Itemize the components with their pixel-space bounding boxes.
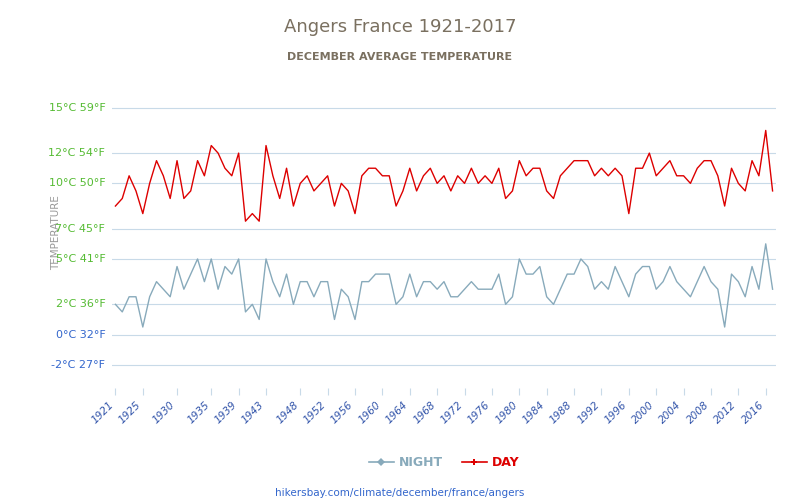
Text: DECEMBER AVERAGE TEMPERATURE: DECEMBER AVERAGE TEMPERATURE: [287, 52, 513, 62]
Text: 5°C 41°F: 5°C 41°F: [56, 254, 106, 264]
Y-axis label: TEMPERATURE: TEMPERATURE: [51, 195, 62, 270]
Text: 15°C 59°F: 15°C 59°F: [49, 102, 106, 113]
Text: -2°C 27°F: -2°C 27°F: [51, 360, 106, 370]
Text: 7°C 45°F: 7°C 45°F: [55, 224, 106, 234]
Text: 2°C 36°F: 2°C 36°F: [56, 300, 106, 310]
Text: 0°C 32°F: 0°C 32°F: [56, 330, 106, 340]
Legend: NIGHT, DAY: NIGHT, DAY: [364, 452, 524, 474]
Text: 10°C 50°F: 10°C 50°F: [49, 178, 106, 188]
Text: 12°C 54°F: 12°C 54°F: [49, 148, 106, 158]
Text: hikersbay.com/climate/december/france/angers: hikersbay.com/climate/december/france/an…: [275, 488, 525, 498]
Text: Angers France 1921-2017: Angers France 1921-2017: [284, 18, 516, 36]
